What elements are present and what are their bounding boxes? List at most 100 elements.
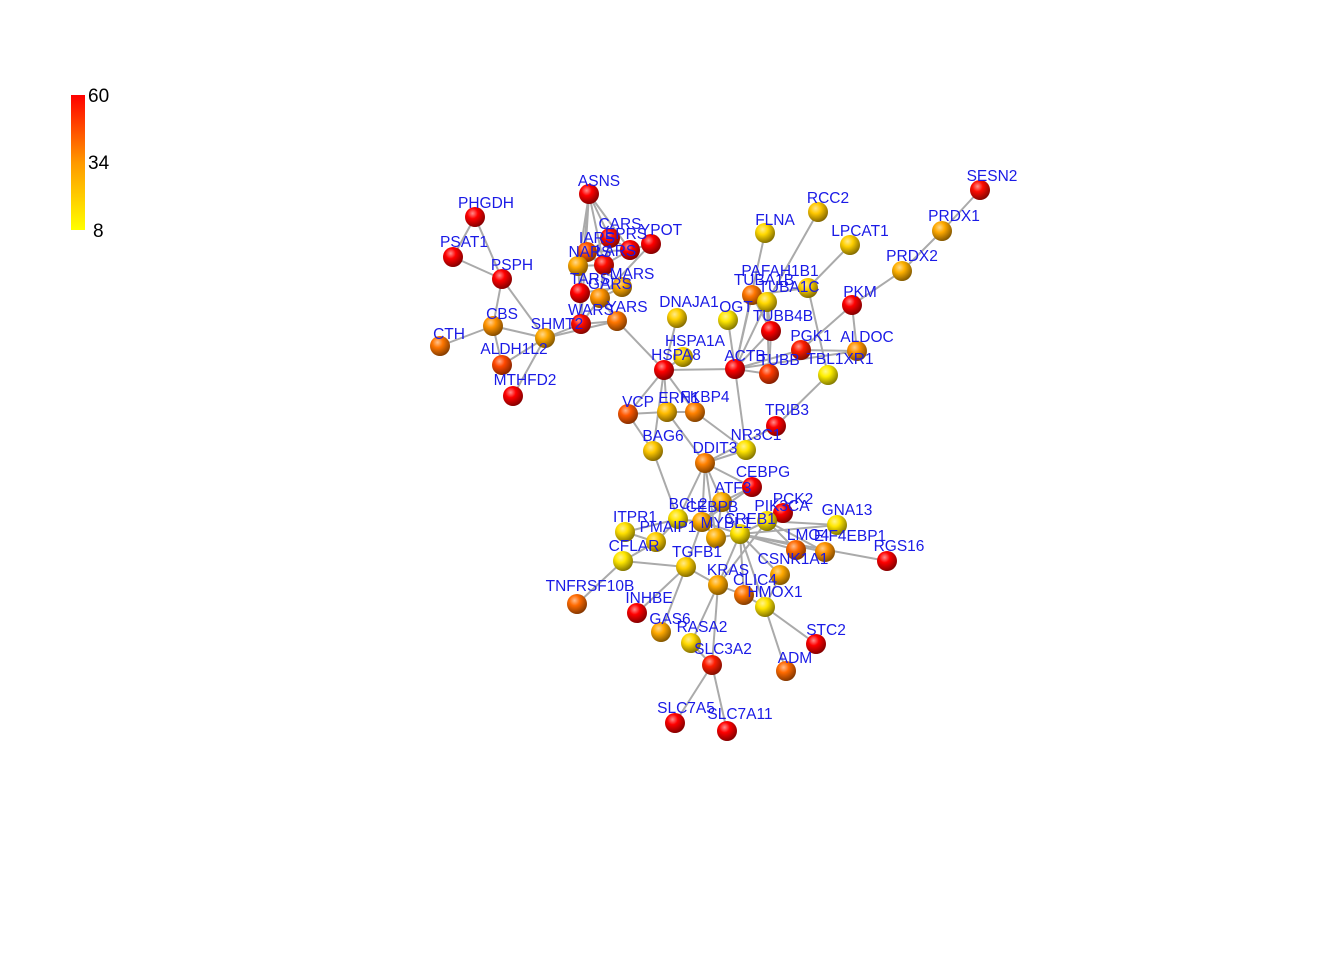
- node-label-ypot: YPOT: [640, 222, 683, 239]
- node-tars[interactable]: [570, 283, 590, 303]
- node-asns[interactable]: [579, 184, 599, 204]
- node-cars[interactable]: [600, 228, 620, 248]
- node-label-ern1: ERN1: [658, 390, 699, 407]
- node-ogt[interactable]: [718, 310, 738, 330]
- node-hspa8[interactable]: [654, 360, 674, 380]
- node-label-prdx2: PRDX2: [886, 248, 938, 265]
- node-label-cebpg: CEBPG: [736, 464, 790, 481]
- node-vcp[interactable]: [618, 404, 638, 424]
- node-label-bag6: BAG6: [642, 428, 683, 445]
- node-tubb4b[interactable]: [761, 321, 781, 341]
- node-bcl2[interactable]: [668, 509, 688, 529]
- node-tubb[interactable]: [759, 364, 779, 384]
- node-pafah1b1[interactable]: [798, 278, 818, 298]
- node-eif4ebp1[interactable]: [815, 542, 835, 562]
- node-eprs[interactable]: [620, 240, 640, 260]
- edge-phgdh-psph: [474, 216, 503, 280]
- node-label-lpcat1: LPCAT1: [831, 223, 888, 240]
- node-rgs16[interactable]: [877, 551, 897, 571]
- node-kras[interactable]: [708, 575, 728, 595]
- node-mybl1[interactable]: [706, 528, 726, 548]
- node-ern1[interactable]: [657, 402, 677, 422]
- node-label-aldh1l2: ALDH1L2: [480, 341, 547, 358]
- node-ddit3[interactable]: [695, 453, 715, 473]
- node-atf3[interactable]: [712, 492, 732, 512]
- node-yars[interactable]: [607, 311, 627, 331]
- node-csnk1a1[interactable]: [770, 565, 790, 585]
- node-tnfrsf10b[interactable]: [567, 594, 587, 614]
- node-adm[interactable]: [776, 661, 796, 681]
- node-gna13[interactable]: [827, 515, 847, 535]
- edge-tuba1b-actb: [734, 294, 753, 370]
- edge-cflar-tnfrsf10b: [576, 560, 624, 605]
- node-label-inhbe: INHBE: [625, 590, 672, 607]
- node-nars[interactable]: [568, 256, 588, 276]
- node-aldoc[interactable]: [847, 341, 867, 361]
- node-rcc2[interactable]: [808, 202, 828, 222]
- node-psat1[interactable]: [443, 247, 463, 267]
- node-mars[interactable]: [612, 277, 632, 297]
- node-lars[interactable]: [594, 255, 614, 275]
- node-clic4[interactable]: [734, 585, 754, 605]
- node-itpr1[interactable]: [615, 522, 635, 542]
- node-lpcat1[interactable]: [840, 235, 860, 255]
- node-label-hspa8: HSPA8: [651, 347, 701, 364]
- node-pck2[interactable]: [773, 503, 793, 523]
- color-legend-bar: [71, 95, 85, 230]
- node-stc2[interactable]: [806, 634, 826, 654]
- node-label-pafah1b1: PAFAH1B1: [741, 263, 818, 280]
- node-label-dnaja1: DNAJA1: [659, 294, 718, 311]
- node-cbs[interactable]: [483, 316, 503, 336]
- node-ypot[interactable]: [641, 234, 661, 254]
- node-label-trib3: TRIB3: [765, 402, 809, 419]
- edge-pik3ca-gna13: [766, 520, 838, 526]
- node-creb1[interactable]: [730, 524, 750, 544]
- node-pkm[interactable]: [842, 295, 862, 315]
- node-label-fkbp4: FKBP4: [680, 389, 729, 406]
- node-sesn2[interactable]: [970, 180, 990, 200]
- node-pmaip1[interactable]: [646, 532, 666, 552]
- node-psph[interactable]: [492, 269, 512, 289]
- node-prdx2[interactable]: [892, 261, 912, 281]
- node-tuba1c[interactable]: [757, 292, 777, 312]
- node-mthfd2[interactable]: [503, 386, 523, 406]
- node-cth[interactable]: [430, 336, 450, 356]
- node-trib3[interactable]: [766, 416, 786, 436]
- edge-creb1-hmox1: [739, 533, 766, 608]
- node-hmox1[interactable]: [755, 597, 775, 617]
- node-label-lars: LARS: [596, 243, 637, 260]
- node-tbl1xr1[interactable]: [818, 365, 838, 385]
- node-wars[interactable]: [571, 314, 591, 334]
- node-gas6[interactable]: [651, 622, 671, 642]
- node-prdx1[interactable]: [932, 221, 952, 241]
- edge-slc3a2-slc7a5: [674, 664, 713, 724]
- node-label-lmo4: LMO4: [787, 527, 830, 544]
- node-tuba1b[interactable]: [742, 285, 762, 305]
- node-hspa1a[interactable]: [673, 347, 693, 367]
- node-pgk1[interactable]: [791, 340, 811, 360]
- node-actb[interactable]: [725, 359, 745, 379]
- node-gars[interactable]: [590, 288, 610, 308]
- node-nr3c1[interactable]: [736, 440, 756, 460]
- node-cflar[interactable]: [613, 551, 633, 571]
- node-rasa2[interactable]: [681, 633, 701, 653]
- node-inhbe[interactable]: [627, 603, 647, 623]
- node-fkbp4[interactable]: [685, 402, 705, 422]
- node-bag6[interactable]: [643, 441, 663, 461]
- node-cebpg[interactable]: [742, 477, 762, 497]
- node-shmt2[interactable]: [535, 328, 555, 348]
- node-label-ogt: OGT: [719, 299, 753, 316]
- node-tgfb1[interactable]: [676, 557, 696, 577]
- node-lmo4[interactable]: [786, 540, 806, 560]
- node-label-ddit3: DDIT3: [693, 440, 738, 457]
- node-pik3ca[interactable]: [757, 511, 777, 531]
- node-cebpb[interactable]: [692, 512, 712, 532]
- node-slc7a11[interactable]: [717, 721, 737, 741]
- node-slc7a5[interactable]: [665, 713, 685, 733]
- edge-lpcat1-pafah1b1: [807, 244, 851, 289]
- node-slc3a2[interactable]: [702, 655, 722, 675]
- node-flna[interactable]: [755, 223, 775, 243]
- node-aldh1l2[interactable]: [492, 355, 512, 375]
- node-dnaja1[interactable]: [667, 308, 687, 328]
- node-phgdh[interactable]: [465, 207, 485, 227]
